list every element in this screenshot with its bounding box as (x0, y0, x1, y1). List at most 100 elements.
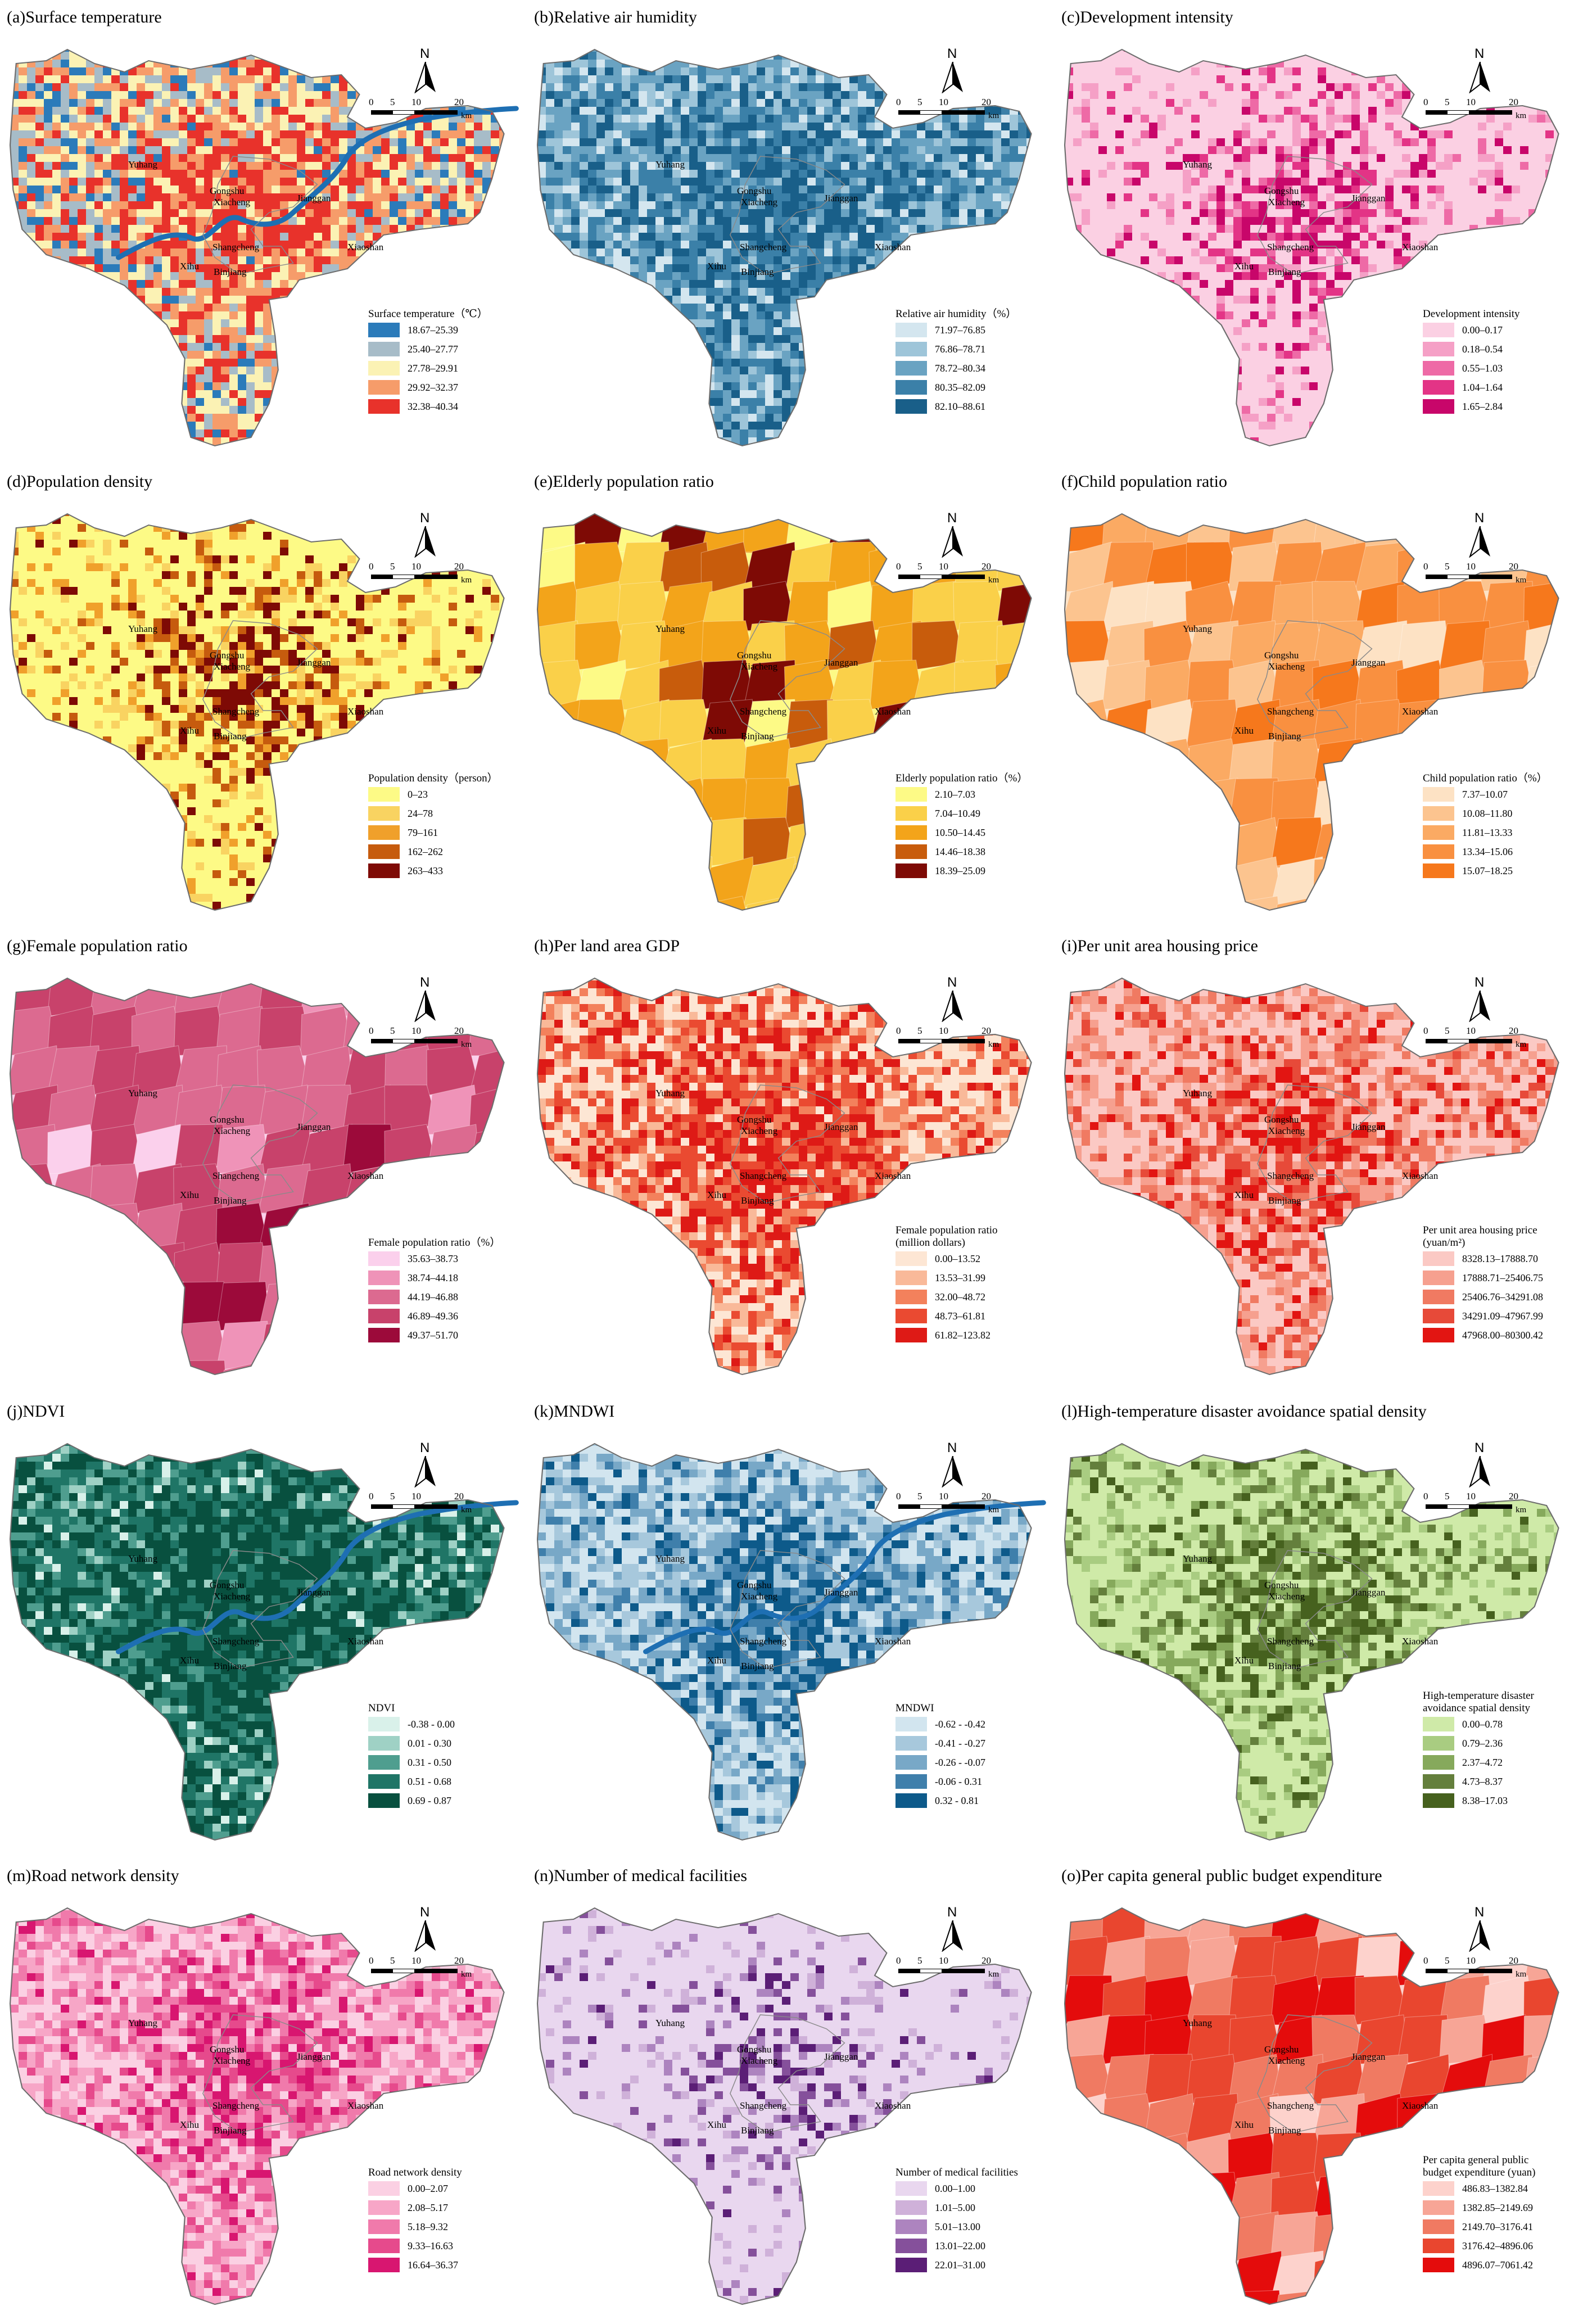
map-cell (499, 193, 504, 201)
map-cell (824, 351, 833, 359)
map-cell (44, 170, 52, 178)
map-cell (356, 217, 364, 225)
map-cell (263, 248, 272, 256)
map-cell (339, 335, 347, 343)
map-cell (255, 49, 263, 52)
map-cell (153, 91, 162, 99)
map-cell (406, 296, 415, 304)
map-cell (1010, 178, 1018, 186)
map-cell (145, 398, 153, 406)
map-cell (331, 437, 339, 445)
map-cell (622, 351, 630, 359)
map-cell (993, 67, 1001, 75)
map-cell (288, 75, 297, 83)
map-cell (630, 248, 639, 256)
map-cell (1035, 75, 1043, 83)
city-label: Shangcheng (212, 242, 259, 253)
map-cell (78, 162, 86, 170)
map-cell (69, 91, 78, 99)
map-cell (757, 319, 765, 327)
map-cell (482, 115, 491, 123)
map-cell (824, 256, 833, 264)
map-cell (196, 351, 204, 359)
map-cell (698, 311, 706, 319)
map-cell (765, 75, 774, 83)
map-cell (706, 146, 714, 154)
map-cell (866, 146, 875, 154)
map-cell (339, 414, 347, 422)
map-cell (698, 280, 706, 288)
map-cell (917, 49, 925, 52)
map-cell (246, 107, 255, 115)
map-cell (44, 49, 52, 52)
map-cell (52, 201, 61, 209)
map-cell (698, 304, 706, 311)
map-cell (35, 162, 44, 170)
map-cell (263, 67, 272, 75)
map-cell (44, 209, 52, 217)
map-cell (622, 52, 630, 60)
map-cell (187, 335, 196, 343)
map-cell (757, 217, 765, 225)
map-cell (128, 115, 137, 123)
map-cell (44, 296, 52, 304)
map-cell (491, 49, 499, 52)
map-cell (698, 178, 706, 186)
map-cell (782, 91, 790, 99)
map-cell (398, 178, 406, 186)
map-cell (145, 248, 153, 256)
map-cell (111, 233, 120, 241)
map-cell (824, 60, 833, 67)
map-cell (1001, 272, 1010, 280)
map-cell (841, 225, 849, 233)
map-cell (698, 49, 706, 52)
map-cell (1001, 217, 1010, 225)
map-cell (204, 123, 212, 130)
map-cell (449, 217, 457, 225)
map-cell (153, 319, 162, 327)
map-cell (229, 241, 238, 248)
map-cell (613, 311, 622, 319)
map-cell (499, 60, 504, 67)
map-cell (314, 170, 322, 178)
map-cell (833, 225, 841, 233)
map-cell (61, 225, 69, 233)
map-cell (765, 359, 774, 367)
map-cell (137, 256, 145, 264)
map-cell (356, 107, 364, 115)
map-cell (179, 146, 187, 154)
map-cell (782, 217, 790, 225)
map-cell (740, 201, 748, 209)
map-cell (892, 193, 900, 201)
map-cell (364, 445, 373, 446)
map-cell (499, 256, 504, 264)
map-cell (959, 264, 967, 272)
map-cell (246, 406, 255, 414)
map-cell (314, 217, 322, 225)
map-cell (714, 272, 723, 280)
map-cell (816, 241, 824, 248)
map-cell (883, 311, 892, 319)
map-cell (664, 272, 672, 280)
map-cell (799, 288, 807, 296)
map-cell (1035, 225, 1043, 233)
map-cell (622, 288, 630, 296)
map-cell (580, 130, 588, 138)
map-cell (858, 49, 866, 52)
map-cell (61, 398, 69, 406)
map-cell (976, 75, 984, 83)
map-cell (875, 52, 883, 60)
map-cell (647, 178, 655, 186)
map-cell (537, 130, 546, 138)
map-cell (457, 248, 465, 256)
map-cell (288, 178, 297, 186)
map-cell (706, 193, 714, 201)
map-cell (145, 406, 153, 414)
map-cell (537, 217, 546, 225)
map-cell (689, 49, 698, 52)
map-cell (765, 280, 774, 288)
map-cell (339, 382, 347, 390)
map-cell (816, 209, 824, 217)
map-cell (86, 280, 94, 288)
map-cell (373, 154, 381, 162)
